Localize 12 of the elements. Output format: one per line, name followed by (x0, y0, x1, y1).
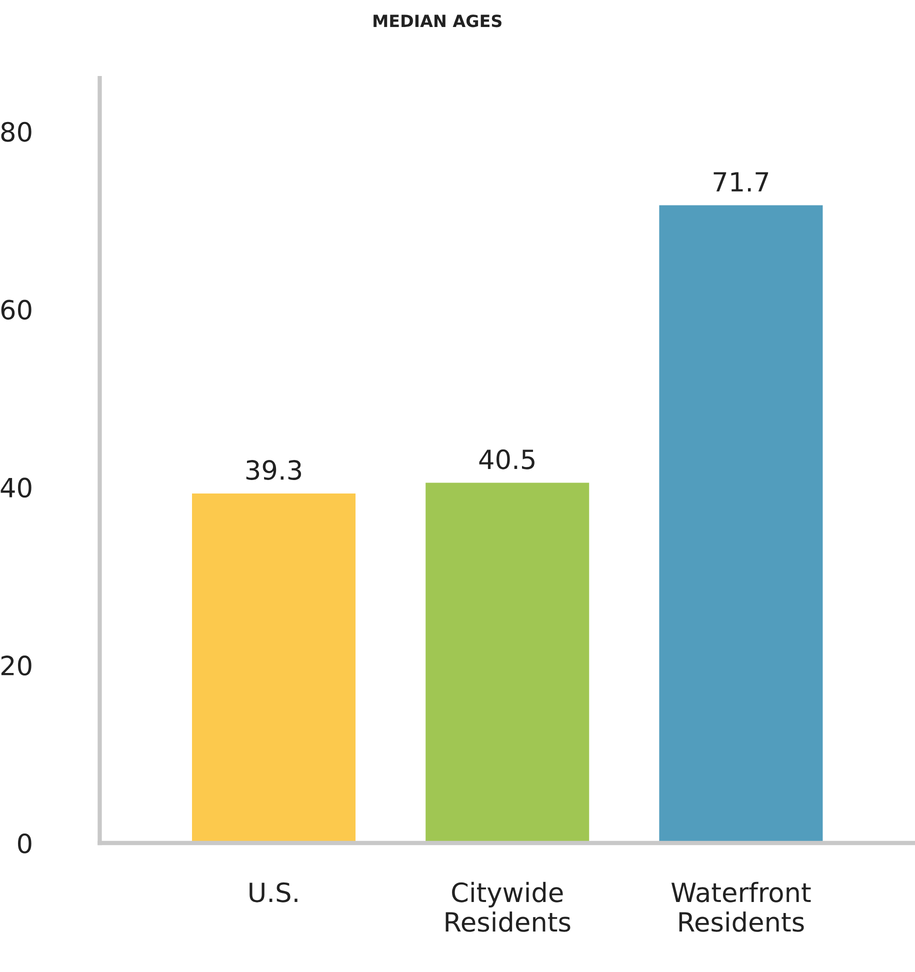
data-label: 71.7 (714, 172, 768, 192)
y-tick-label: 0 (18, 833, 32, 854)
y-tick-label: 20 (1, 656, 32, 676)
x-tick-label: U.S. (250, 882, 298, 902)
y-tick-label: 80 (1, 122, 32, 142)
y-tick-label: 40 (0, 478, 32, 498)
data-label: 40.5 (479, 449, 534, 470)
chart-title: MEDIAN AGES (374, 14, 502, 28)
x-tick-label: Citywide Residents (446, 882, 570, 932)
y-tick-label: 60 (1, 300, 32, 320)
x-tick-label: Waterfront Residents (671, 882, 811, 932)
data-label: 39.3 (246, 460, 302, 480)
